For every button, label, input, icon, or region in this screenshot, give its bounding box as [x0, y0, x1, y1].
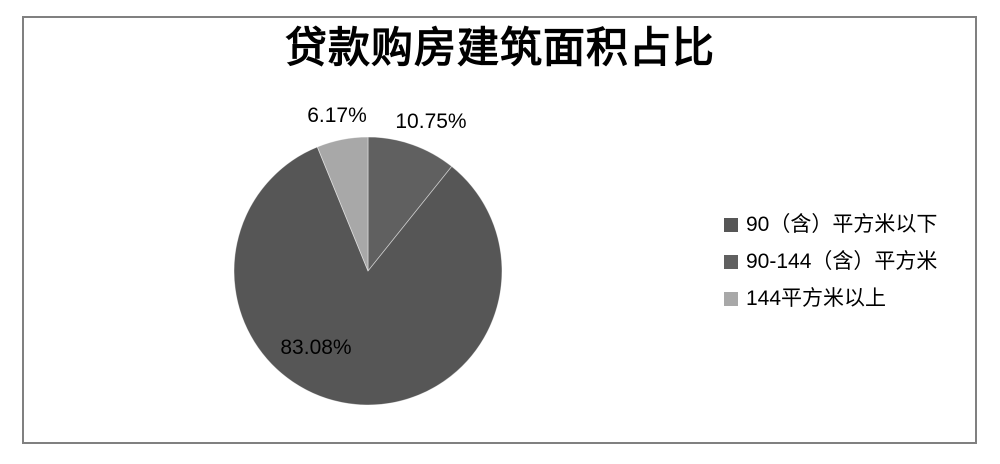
legend-label: 90（含）平方米以下 — [746, 213, 938, 236]
pie-data-label-83-08: 83.08% — [280, 336, 352, 359]
legend-swatch — [724, 292, 738, 306]
legend-item: 90（含）平方米以下 — [724, 212, 937, 238]
legend-label: 90-144（含）平方米 — [746, 250, 938, 273]
pie-slice — [367, 136, 453, 273]
pie-svg — [233, 136, 503, 406]
pie-data-label-10-75: 10.75% — [395, 110, 467, 133]
pie-data-label-6-17: 6.17% — [307, 104, 367, 127]
pie-slice — [316, 136, 369, 272]
chart-border-frame — [22, 16, 977, 444]
legend-label: 144平方米以上 — [746, 287, 887, 310]
chart-title: 贷款购房建筑面积占比 — [284, 26, 715, 72]
legend-swatch — [724, 218, 738, 232]
legend-swatch — [724, 255, 738, 269]
legend-item: 144平方米以上 — [724, 286, 937, 312]
pie-slice — [233, 146, 503, 406]
legend-item: 90-144（含）平方米 — [724, 249, 937, 275]
chart-legend: 90（含）平方米以下 90-144（含）平方米 144平方米以上 — [724, 212, 937, 323]
